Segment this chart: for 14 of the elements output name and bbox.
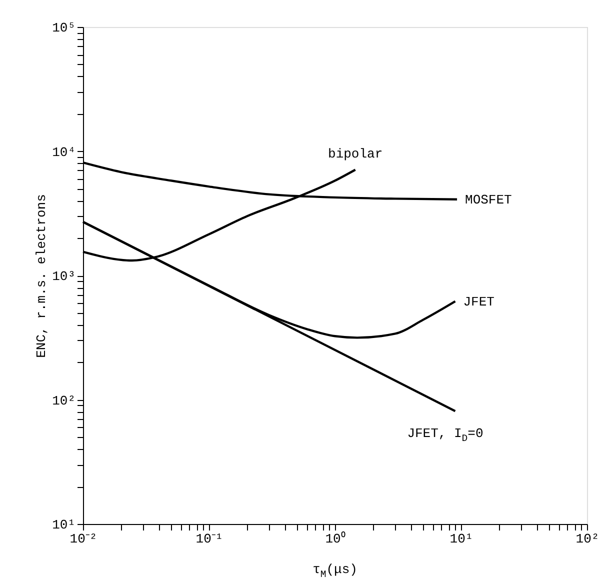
y-axis-title: ENC, r.m.s. electrons: [34, 194, 50, 358]
x-tick-label: 10⁰: [325, 530, 346, 546]
y-tick-label: 10³: [52, 269, 76, 284]
y-tick-label: 10⁵: [52, 20, 76, 36]
x-tick-label: 10⁻²: [70, 532, 98, 546]
y-tick-label: 10²: [52, 393, 76, 408]
y-tick-label: 10¹: [52, 518, 76, 532]
y-tick-label: 10⁴: [52, 144, 76, 160]
x-tick-label: 10⁻¹: [196, 532, 224, 546]
series-label: bipolar: [328, 146, 383, 162]
x-tick-label: 10²: [576, 532, 600, 546]
series-label: MOSFET: [465, 192, 512, 208]
series-label: JFET: [463, 294, 495, 310]
x-tick-label: 10¹: [450, 532, 474, 546]
